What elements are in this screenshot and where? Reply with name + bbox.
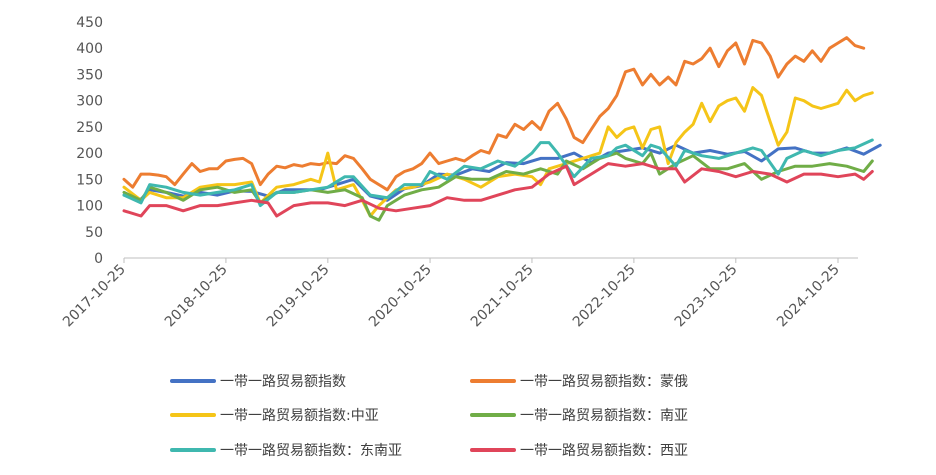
y-tick-label: 300 — [76, 94, 103, 110]
y-tick-label: 400 — [76, 41, 103, 57]
y-tick-label: 50 — [85, 225, 103, 241]
y-tick-label: 350 — [76, 67, 103, 83]
series-line-2 — [122, 36, 866, 192]
legend-label: 一带一路贸易额指数 — [220, 374, 346, 390]
x-tick-label: 2019-10-25 — [264, 262, 333, 331]
x-tick-label: 2024-10-25 — [774, 262, 843, 331]
y-axis: 0 50 100 150 200 250 300 350 400 450 — [76, 15, 103, 267]
x-axis: 2017-10-25 2018-10-25 2019-10-25 2020-10-25… — [60, 257, 858, 331]
legend-label: 一带一路贸易额指数：东南亚 — [220, 443, 402, 459]
x-tick-label: 2022-10-25 — [570, 262, 639, 331]
y-tick-label: 150 — [76, 172, 103, 188]
y-tick-label: 200 — [76, 146, 103, 162]
y-tick-label: 0 — [94, 251, 103, 267]
legend-label: 一带一路贸易额指数:中亚 — [220, 408, 379, 424]
legend-label: 一带一路贸易额指数：西亚 — [520, 443, 688, 459]
series-line-5 — [122, 138, 874, 208]
x-tick-label: 2017-10-25 — [60, 262, 129, 331]
series-line-3 — [122, 86, 874, 218]
y-tick-label: 450 — [76, 15, 103, 31]
x-tick-label: 2020-10-25 — [366, 262, 435, 331]
series-lines — [122, 36, 882, 222]
x-tick-label: 2023-10-25 — [672, 262, 741, 331]
series-line-6 — [122, 162, 874, 218]
y-tick-label: 100 — [76, 199, 103, 215]
legend-label: 一带一路贸易额指数：蒙俄 — [520, 374, 688, 390]
series-line-4 — [122, 151, 874, 222]
x-tick-label: 2018-10-25 — [162, 262, 231, 331]
y-tick-label: 250 — [76, 120, 103, 136]
x-tick-label: 2021-10-25 — [468, 262, 537, 331]
legend-label: 一带一路贸易额指数：南亚 — [520, 408, 688, 424]
